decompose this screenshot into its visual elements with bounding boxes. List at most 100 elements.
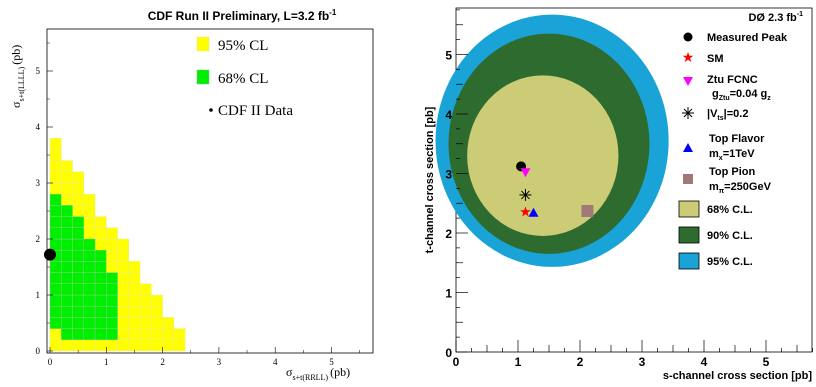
cdf-cell-95cl [151, 294, 163, 307]
cdf-cell-68cl [83, 238, 96, 251]
cdf-cell-68cl [49, 294, 62, 307]
d0-x-tick-label: 3 [639, 355, 646, 369]
cdf-cell-68cl [72, 216, 84, 229]
cdf-region-cells [44, 137, 186, 352]
cdf-cell-95cl [94, 227, 107, 240]
cdf-cell-95cl [83, 205, 96, 217]
cdf-cell-68cl [83, 283, 96, 296]
legend-ztu-label: Ztu FCNC [707, 74, 758, 86]
cdf-cell-95cl [128, 283, 141, 296]
d0-x-tick-label: 5 [763, 355, 770, 369]
cdf-cell-95cl [72, 182, 84, 195]
legend-95-label: 95% C.L. [707, 256, 753, 268]
d0-chart: ★ 0 1 2 3 4 5 0 1 2 3 4 5 DØ 2.3 fb-1 Measured Peak… [424, 7, 813, 382]
d0-contours [435, 14, 669, 267]
cdf-cell-68cl [83, 294, 96, 307]
legend-68-label: 68% C.L. [707, 204, 753, 216]
cdf-cell-68cl [49, 272, 62, 285]
cdf-cell-68cl [94, 283, 107, 296]
cdf-cell-68cl [61, 227, 73, 240]
cdf-chart: 0 1 2 3 4 5 0 1 2 3 4 5 CDF Run II Preliminary, L=3… [9, 8, 374, 382]
d0-points: ★ [516, 161, 594, 220]
d0-x-tick-label: 1 [515, 355, 522, 369]
cdf-cell-68cl [72, 249, 84, 262]
cdf-x-tick-label: 1 [104, 357, 109, 367]
d0-contour-68cl [467, 75, 619, 236]
cdf-cell-68cl [83, 306, 96, 318]
cdf-legend-data-label: CDF II Data [218, 103, 293, 119]
d0-xlabel: s-channel cross section [pb] [663, 370, 812, 382]
cdf-x-tick-label: 2 [160, 357, 165, 367]
cdf-cell-68cl [72, 328, 84, 341]
cdf-cell-95cl [61, 182, 73, 195]
d0-x-tick-label: 4 [701, 355, 708, 369]
d0-title: DØ 2.3 fb-1 [748, 11, 803, 24]
cdf-cell-95cl [173, 328, 186, 341]
cdf-cell-68cl [94, 317, 107, 329]
cdf-cell-95cl [151, 317, 163, 329]
cdf-cell-68cl [61, 306, 73, 318]
cdf-cell-95cl [117, 317, 130, 329]
cdf-cell-68cl [61, 328, 73, 341]
cdf-cell-95cl [72, 205, 84, 217]
cdf-cell-95cl [61, 193, 73, 206]
cdf-cell-95cl [106, 227, 118, 240]
cdf-y-tick-label: 5 [36, 66, 41, 76]
legend-measured-peak-marker [683, 32, 693, 42]
cdf-cell-95cl [162, 328, 175, 341]
cdf-cell-95cl [139, 317, 152, 329]
d0-axis-ticks: 0 1 2 3 4 5 0 1 2 3 4 5 [445, 9, 813, 369]
d0-y-tick-label: 0 [445, 346, 452, 360]
cdf-xlabel: σs+t(RRLL) (pb) [286, 365, 350, 382]
cdf-cell-68cl [72, 306, 84, 318]
cdf-cell-68cl [72, 283, 84, 296]
cdf-cell-95cl [83, 339, 96, 352]
cdf-cell-68cl [49, 261, 62, 273]
legend-vts-label: |Vts|=0.2 [707, 108, 748, 122]
cdf-cell-95cl [151, 306, 163, 318]
cdf-cell-95cl [128, 261, 141, 273]
legend-sm-marker: ★ [682, 49, 695, 65]
cdf-cell-68cl [106, 272, 118, 285]
d0-x-tick-label: 0 [453, 355, 460, 369]
cdf-cell-95cl [117, 294, 130, 307]
cdf-cell-68cl [94, 328, 107, 341]
cdf-cell-95cl [49, 171, 62, 184]
cdf-cell-95cl [49, 182, 62, 195]
cdf-cell-68cl [106, 328, 118, 341]
cdf-cell-68cl [49, 205, 62, 217]
cdf-cell-68cl [94, 294, 107, 307]
cdf-cell-95cl [49, 160, 62, 173]
d0-ylabel: t-channel cross section [pb] [424, 106, 436, 253]
cdf-x-tick-label: 5 [329, 357, 334, 367]
cdf-cell-68cl [83, 249, 96, 262]
cdf-cell-95cl [117, 306, 130, 318]
cdf-ylabel: σs+t(LLLL)(pb) [9, 45, 26, 108]
cdf-cell-95cl [128, 294, 141, 307]
d0-point-top-pion [581, 204, 594, 217]
cdf-cell-68cl [94, 306, 107, 318]
cdf-legend-data-marker [209, 108, 213, 112]
cdf-data-point [44, 248, 56, 261]
d0-point-top-flavor [528, 207, 539, 217]
cdf-cell-95cl [49, 339, 62, 352]
legend-sm-label: SM [707, 53, 724, 65]
cdf-cell-68cl [61, 272, 73, 285]
cdf-legend-95-label: 95% CL [218, 38, 268, 54]
d0-legend: Measured Peak ★ SM Ztu FCNC gZtu=0.04 gz… [678, 32, 788, 270]
cdf-cell-95cl [72, 193, 84, 206]
legend-top-flavor-label: Top Flavor [709, 133, 765, 145]
d0-y-tick-label: 2 [445, 227, 452, 241]
cdf-cell-68cl [49, 283, 62, 296]
cdf-cell-95cl [139, 328, 152, 341]
cdf-cell-68cl [72, 238, 84, 251]
cdf-cell-68cl [94, 249, 107, 262]
cdf-cell-95cl [151, 328, 163, 341]
legend-top-flavor-label-line2: mx=1TeV [709, 148, 755, 162]
legend-vts-marker [682, 107, 694, 119]
cdf-cell-95cl [128, 317, 141, 329]
cdf-y-tick-label: 0 [36, 346, 41, 356]
cdf-cell-68cl [61, 261, 73, 273]
cdf-cell-95cl [106, 238, 118, 251]
